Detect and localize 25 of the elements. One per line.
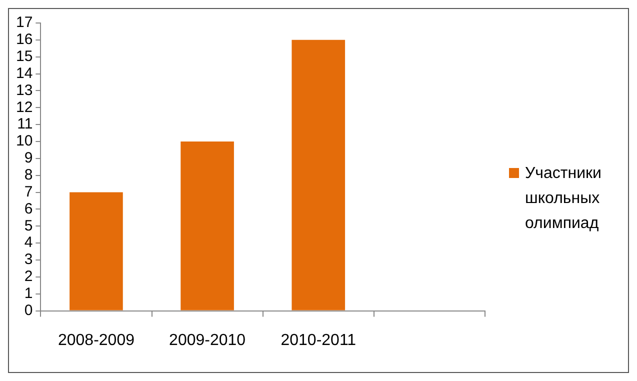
y-tick-label: 6 — [24, 200, 33, 218]
y-tick-label: 7 — [24, 183, 33, 200]
y-tick-label: 10 — [16, 132, 33, 150]
bar — [180, 142, 234, 310]
bar — [292, 40, 346, 310]
y-tick-label: 16 — [16, 31, 33, 48]
y-tick-label: 3 — [24, 251, 33, 268]
y-tick-label: 14 — [16, 64, 33, 82]
y-tick-label: 17 — [16, 14, 33, 32]
y-tick-label: 9 — [24, 150, 33, 167]
x-tick-label: 2009-2010 — [169, 332, 246, 349]
y-tick-label: 4 — [24, 234, 33, 252]
y-tick-label: 12 — [16, 98, 33, 116]
y-tick-label: 5 — [24, 217, 33, 234]
y-tick-label: 8 — [24, 166, 33, 184]
bar — [70, 192, 123, 310]
x-tick-label: 2008-2009 — [58, 332, 135, 349]
y-tick-label: 15 — [16, 48, 33, 65]
y-tick-label: 13 — [16, 82, 33, 99]
y-tick-label: 0 — [24, 302, 33, 319]
legend-label: Участники школьных олимпиад — [525, 164, 602, 234]
x-tick-label: 2010-2011 — [280, 332, 356, 349]
y-tick-label: 11 — [17, 116, 33, 133]
y-tick-label: 1 — [24, 285, 33, 302]
y-tick-label: 2 — [24, 268, 33, 286]
